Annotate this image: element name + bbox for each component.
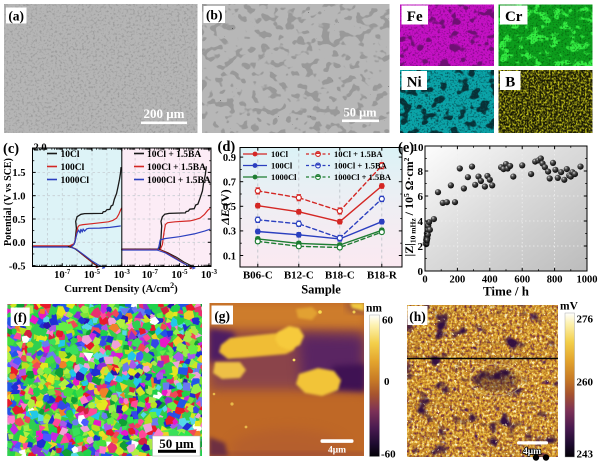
svg-text:(b): (b) bbox=[206, 8, 223, 23]
svg-text:10Cl + 1.5BA: 10Cl + 1.5BA bbox=[334, 149, 383, 159]
svg-text:Ni: Ni bbox=[407, 74, 422, 90]
svg-text:800: 800 bbox=[547, 275, 563, 286]
svg-text:0.9: 0.9 bbox=[223, 153, 236, 164]
svg-text:0.5: 0.5 bbox=[12, 215, 25, 226]
svg-text:10-3: 10-3 bbox=[114, 269, 131, 281]
svg-text:4μm: 4μm bbox=[523, 447, 541, 457]
svg-text:276: 276 bbox=[577, 314, 594, 326]
svg-text:B12-C: B12-C bbox=[284, 270, 314, 282]
svg-text:1.0: 1.0 bbox=[12, 192, 25, 203]
svg-text:Sample: Sample bbox=[301, 283, 341, 297]
svg-text:260: 260 bbox=[577, 377, 594, 389]
svg-text:Time / h: Time / h bbox=[483, 284, 530, 299]
svg-text:1000: 1000 bbox=[577, 275, 598, 286]
svg-text:-60: -60 bbox=[381, 449, 396, 461]
svg-text:100Cl: 100Cl bbox=[271, 161, 293, 171]
svg-text:0.7: 0.7 bbox=[223, 178, 236, 189]
svg-text:1000Cl: 1000Cl bbox=[271, 172, 297, 182]
svg-text:-0.5: -0.5 bbox=[9, 261, 26, 272]
svg-text:2.0: 2.0 bbox=[34, 143, 47, 154]
svg-text:8: 8 bbox=[418, 166, 424, 178]
svg-text:Cr: Cr bbox=[505, 9, 523, 25]
svg-text:0.5: 0.5 bbox=[223, 202, 236, 213]
svg-text:1000Cl: 1000Cl bbox=[61, 176, 90, 186]
svg-text:B: B bbox=[505, 74, 515, 90]
svg-text:0.1: 0.1 bbox=[223, 251, 236, 262]
svg-text:0: 0 bbox=[384, 376, 390, 388]
svg-text:0: 0 bbox=[418, 266, 424, 278]
svg-text:1000Cl + 1.5BA: 1000Cl + 1.5BA bbox=[147, 176, 211, 186]
svg-text:(a): (a) bbox=[8, 9, 24, 24]
svg-text:(f): (f) bbox=[13, 310, 27, 325]
svg-text:B18-C: B18-C bbox=[325, 270, 355, 282]
svg-text:4μm: 4μm bbox=[328, 446, 346, 456]
svg-text:10-5: 10-5 bbox=[171, 269, 188, 281]
svg-text:60: 60 bbox=[382, 315, 394, 327]
svg-text:10-5: 10-5 bbox=[84, 269, 101, 281]
svg-text:400: 400 bbox=[482, 275, 498, 286]
svg-text:Fe: Fe bbox=[407, 9, 423, 25]
svg-text:|Z|10 mHz / 105 Ω·cm2: |Z|10 mHz / 105 Ω·cm2 bbox=[402, 157, 418, 256]
svg-text:4: 4 bbox=[418, 216, 424, 228]
svg-text:10-7: 10-7 bbox=[54, 269, 71, 281]
svg-text:0.3: 0.3 bbox=[223, 227, 236, 238]
svg-text:10-3: 10-3 bbox=[201, 269, 218, 281]
svg-text:1.5: 1.5 bbox=[12, 168, 25, 179]
svg-text:nm: nm bbox=[366, 303, 382, 315]
svg-text:0: 0 bbox=[422, 275, 427, 286]
svg-text:50 μm: 50 μm bbox=[159, 436, 194, 451]
svg-text:(h): (h) bbox=[409, 309, 426, 324]
svg-text:1000Cl + 1.5BA: 1000Cl + 1.5BA bbox=[334, 172, 392, 182]
svg-text:10Cl: 10Cl bbox=[61, 150, 80, 160]
svg-text:10Cl + 1.5BA: 10Cl + 1.5BA bbox=[147, 150, 201, 160]
svg-text:ΔE (V): ΔE (V) bbox=[218, 189, 232, 225]
svg-text:mV: mV bbox=[560, 301, 579, 313]
svg-text:2: 2 bbox=[418, 241, 424, 253]
svg-text:100Cl + 1.5BA: 100Cl + 1.5BA bbox=[334, 161, 388, 171]
svg-text:(d): (d) bbox=[218, 139, 236, 155]
svg-text:Potential (V vs SCE): Potential (V vs SCE) bbox=[3, 158, 14, 246]
svg-text:B06-C: B06-C bbox=[243, 270, 273, 282]
svg-text:(c): (c) bbox=[3, 141, 19, 157]
svg-text:243: 243 bbox=[577, 449, 594, 461]
svg-text:200: 200 bbox=[450, 275, 466, 286]
svg-text:10Cl: 10Cl bbox=[271, 149, 289, 159]
svg-text:(e): (e) bbox=[398, 140, 414, 156]
svg-text:50 μm: 50 μm bbox=[343, 106, 377, 120]
svg-text:Current Density (A/cm2): Current Density (A/cm2) bbox=[64, 281, 178, 295]
svg-text:200 μm: 200 μm bbox=[144, 106, 185, 121]
svg-text:10: 10 bbox=[413, 142, 425, 154]
svg-text:600: 600 bbox=[514, 275, 530, 286]
svg-text:(g): (g) bbox=[214, 309, 230, 324]
svg-text:10-7: 10-7 bbox=[142, 269, 159, 281]
svg-text:B18-R: B18-R bbox=[367, 270, 398, 282]
svg-text:100Cl + 1.5BA: 100Cl + 1.5BA bbox=[147, 163, 206, 173]
svg-text:0.0: 0.0 bbox=[12, 238, 25, 249]
svg-text:6: 6 bbox=[418, 191, 424, 203]
svg-text:100Cl: 100Cl bbox=[61, 163, 85, 173]
